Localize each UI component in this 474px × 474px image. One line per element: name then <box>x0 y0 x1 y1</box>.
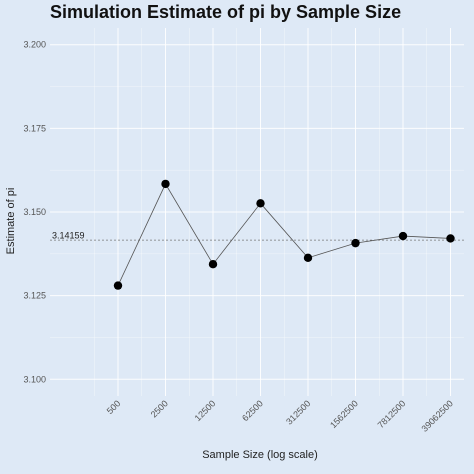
x-tick-label: 12500 <box>193 398 218 423</box>
reference-layer: 3.14159 <box>50 231 464 241</box>
x-tick-label: 1562500 <box>328 398 360 430</box>
y-tick-label: 3.200 <box>23 40 46 50</box>
data-point <box>303 253 313 263</box>
data-point <box>113 281 123 290</box>
x-tick-label: 39062500 <box>420 398 455 433</box>
x-axis-title: Sample Size (log scale) <box>202 449 318 461</box>
series-layer <box>117 183 451 286</box>
data-point <box>256 199 265 208</box>
x-tick-label: 62500 <box>240 398 265 423</box>
data-point <box>351 238 360 248</box>
y-axis-title: Estimate of pi <box>5 188 17 255</box>
x-tick-labels: 500 2500 12500 62500 312500 1562500 7812500 390… <box>105 398 455 433</box>
y-tick-label: 3.125 <box>23 291 46 301</box>
series-line <box>117 183 451 286</box>
x-tick-label: 312500 <box>284 398 312 426</box>
x-tick-label: 500 <box>105 398 123 416</box>
y-tick-labels: 3.100 3.125 3.150 3.175 3.200 <box>23 40 46 385</box>
y-tick-label: 3.100 <box>23 374 46 384</box>
data-point <box>446 234 455 243</box>
data-point <box>161 179 170 189</box>
points-layer <box>113 179 455 290</box>
grid-layer <box>50 28 464 396</box>
x-tick-label: 2500 <box>149 398 170 419</box>
reference-line-label: 3.14159 <box>52 231 85 241</box>
x-tick-label: 7812500 <box>376 398 408 430</box>
data-point <box>398 231 408 241</box>
y-tick-label: 3.175 <box>23 123 46 133</box>
chart-title: Simulation Estimate of pi by Sample Size <box>50 2 402 22</box>
data-point <box>208 259 218 269</box>
y-tick-label: 3.150 <box>23 207 46 217</box>
